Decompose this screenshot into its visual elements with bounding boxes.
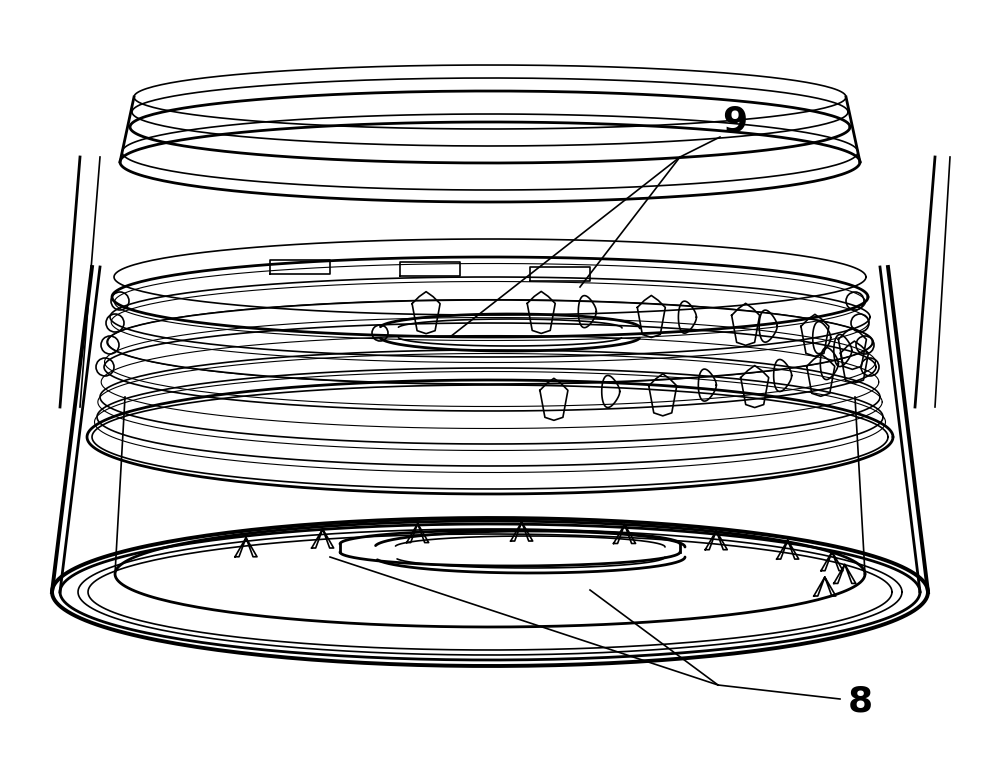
Text: 8: 8 [847, 685, 873, 719]
Text: 9: 9 [722, 105, 748, 139]
